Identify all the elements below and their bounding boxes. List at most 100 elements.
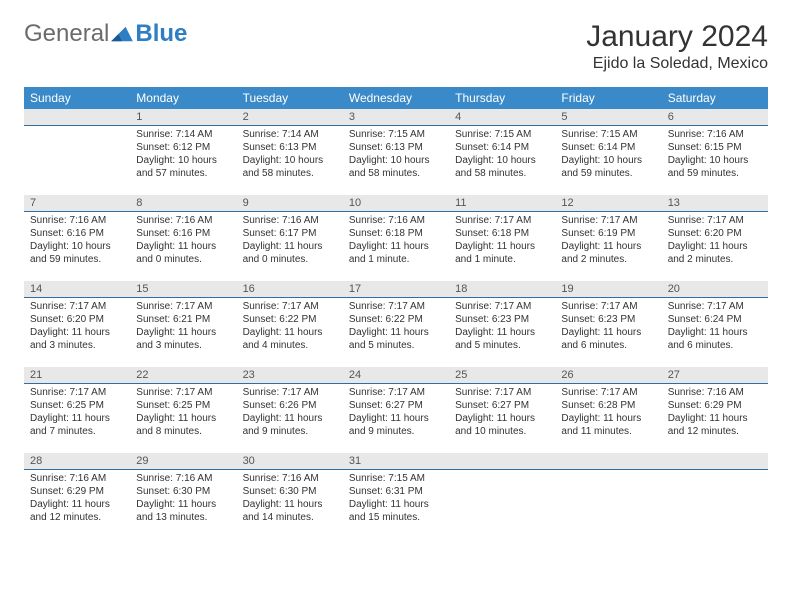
- day-content: Sunrise: 7:15 AMSunset: 6:13 PMDaylight:…: [343, 126, 449, 184]
- daylight-line: Daylight: 11 hours and 0 minutes.: [136, 240, 230, 266]
- daylight-line: Daylight: 10 hours and 58 minutes.: [455, 154, 549, 180]
- sunrise-line: Sunrise: 7:15 AM: [349, 128, 443, 141]
- daylight-line: Daylight: 10 hours and 59 minutes.: [30, 240, 124, 266]
- day-content: Sunrise: 7:17 AMSunset: 6:22 PMDaylight:…: [237, 298, 343, 356]
- sunset-line: Sunset: 6:23 PM: [455, 313, 549, 326]
- day-content: Sunrise: 7:16 AMSunset: 6:16 PMDaylight:…: [130, 212, 236, 270]
- calendar-day-cell: 18Sunrise: 7:17 AMSunset: 6:23 PMDayligh…: [449, 281, 555, 367]
- daylight-line: Daylight: 10 hours and 57 minutes.: [136, 154, 230, 180]
- calendar-day-cell: 19 Sunrise: 7:17 AMSunset: 6:23 PMDayligh…: [555, 281, 661, 367]
- daylight-line: Daylight: 10 hours and 59 minutes.: [668, 154, 762, 180]
- sunset-line: Sunset: 6:30 PM: [136, 485, 230, 498]
- sunrise-line: Sunrise: 7:16 AM: [349, 214, 443, 227]
- weekday-header: Thursday: [449, 87, 555, 109]
- day-content: Sunrise: 7:14 AMSunset: 6:13 PMDaylight:…: [237, 126, 343, 184]
- calendar-day-cell: 20Sunrise: 7:17 AMSunset: 6:24 PMDayligh…: [662, 281, 768, 367]
- day-content: Sunrise: 7:17 AMSunset: 6:20 PMDaylight:…: [662, 212, 768, 270]
- day-number-bar: 21: [24, 367, 130, 384]
- sunrise-line: Sunrise: 7:17 AM: [30, 386, 124, 399]
- day-content: [555, 470, 661, 530]
- day-number-bar: 12: [555, 195, 661, 212]
- daylight-line: Daylight: 11 hours and 6 minutes.: [561, 326, 655, 352]
- day-number-bar: [555, 453, 661, 470]
- daylight-line: Daylight: 10 hours and 58 minutes.: [349, 154, 443, 180]
- day-content: Sunrise: 7:15 AMSunset: 6:14 PMDaylight:…: [449, 126, 555, 184]
- calendar-day-cell: 5Sunrise: 7:15 AMSunset: 6:14 PMDaylight…: [555, 109, 661, 195]
- day-number-bar: [449, 453, 555, 470]
- sunset-line: Sunset: 6:13 PM: [349, 141, 443, 154]
- day-content: Sunrise: 7:17 AMSunset: 6:19 PMDaylight:…: [555, 212, 661, 270]
- day-number-bar: 27: [662, 367, 768, 384]
- day-content: Sunrise: 7:17 AMSunset: 6:27 PMDaylight:…: [449, 384, 555, 442]
- sunrise-line: Sunrise: 7:17 AM: [349, 386, 443, 399]
- daylight-line: Daylight: 11 hours and 9 minutes.: [349, 412, 443, 438]
- calendar-thead: SundayMondayTuesdayWednesdayThursdayFrid…: [24, 87, 768, 109]
- sunset-line: Sunset: 6:25 PM: [30, 399, 124, 412]
- calendar-table: SundayMondayTuesdayWednesdayThursdayFrid…: [24, 87, 768, 539]
- day-number-bar: 29: [130, 453, 236, 470]
- day-content: Sunrise: 7:16 AMSunset: 6:29 PMDaylight:…: [24, 470, 130, 528]
- daylight-line: Daylight: 10 hours and 58 minutes.: [243, 154, 337, 180]
- sunset-line: Sunset: 6:13 PM: [243, 141, 337, 154]
- day-number-bar: 3: [343, 109, 449, 126]
- daylight-line: Daylight: 11 hours and 11 minutes.: [561, 412, 655, 438]
- sunset-line: Sunset: 6:29 PM: [30, 485, 124, 498]
- page-header: General Blue January 2024 Ejido la Soled…: [24, 20, 768, 73]
- calendar-empty-cell: [555, 453, 661, 539]
- sunset-line: Sunset: 6:26 PM: [243, 399, 337, 412]
- sunset-line: Sunset: 6:12 PM: [136, 141, 230, 154]
- day-number-bar: 10: [343, 195, 449, 212]
- sunrise-line: Sunrise: 7:17 AM: [561, 300, 655, 313]
- day-content: Sunrise: 7:17 AMSunset: 6:26 PMDaylight:…: [237, 384, 343, 442]
- calendar-day-cell: 23Sunrise: 7:17 AMSunset: 6:26 PMDayligh…: [237, 367, 343, 453]
- daylight-line: Daylight: 11 hours and 3 minutes.: [136, 326, 230, 352]
- day-number-bar: [662, 453, 768, 470]
- day-number-bar: 19: [555, 281, 661, 298]
- calendar-row: 14Sunrise: 7:17 AMSunset: 6:20 PMDayligh…: [24, 281, 768, 367]
- daylight-line: Daylight: 11 hours and 7 minutes.: [30, 412, 124, 438]
- day-number-bar: 4: [449, 109, 555, 126]
- sunrise-line: Sunrise: 7:17 AM: [243, 386, 337, 399]
- sunset-line: Sunset: 6:23 PM: [561, 313, 655, 326]
- day-content: [662, 470, 768, 530]
- sunset-line: Sunset: 6:31 PM: [349, 485, 443, 498]
- sunset-line: Sunset: 6:22 PM: [243, 313, 337, 326]
- day-number-bar: 23: [237, 367, 343, 384]
- daylight-line: Daylight: 11 hours and 8 minutes.: [136, 412, 230, 438]
- sunrise-line: Sunrise: 7:17 AM: [668, 214, 762, 227]
- sunrise-line: Sunrise: 7:17 AM: [30, 300, 124, 313]
- day-number-bar: 15: [130, 281, 236, 298]
- weekday-header: Tuesday: [237, 87, 343, 109]
- day-number-bar: [24, 109, 130, 126]
- day-content: Sunrise: 7:15 AMSunset: 6:31 PMDaylight:…: [343, 470, 449, 528]
- sunset-line: Sunset: 6:20 PM: [30, 313, 124, 326]
- day-number-bar: 9: [237, 195, 343, 212]
- sunset-line: Sunset: 6:27 PM: [455, 399, 549, 412]
- calendar-day-cell: 3Sunrise: 7:15 AMSunset: 6:13 PMDaylight…: [343, 109, 449, 195]
- weekday-header: Saturday: [662, 87, 768, 109]
- calendar-day-cell: 30Sunrise: 7:16 AMSunset: 6:30 PMDayligh…: [237, 453, 343, 539]
- day-content: Sunrise: 7:17 AMSunset: 6:20 PMDaylight:…: [24, 298, 130, 356]
- calendar-row: 28Sunrise: 7:16 AMSunset: 6:29 PMDayligh…: [24, 453, 768, 539]
- day-content: Sunrise: 7:16 AMSunset: 6:17 PMDaylight:…: [237, 212, 343, 270]
- day-content: Sunrise: 7:15 AMSunset: 6:14 PMDaylight:…: [555, 126, 661, 184]
- day-number-bar: 22: [130, 367, 236, 384]
- day-number-bar: 6: [662, 109, 768, 126]
- sunrise-line: Sunrise: 7:17 AM: [243, 300, 337, 313]
- weekday-header: Monday: [130, 87, 236, 109]
- calendar-day-cell: 26Sunrise: 7:17 AMSunset: 6:28 PMDayligh…: [555, 367, 661, 453]
- calendar-day-cell: 14Sunrise: 7:17 AMSunset: 6:20 PMDayligh…: [24, 281, 130, 367]
- month-title: January 2024: [586, 20, 768, 54]
- day-number-bar: 5: [555, 109, 661, 126]
- day-number-bar: 13: [662, 195, 768, 212]
- daylight-line: Daylight: 11 hours and 1 minute.: [349, 240, 443, 266]
- calendar-day-cell: 24Sunrise: 7:17 AMSunset: 6:27 PMDayligh…: [343, 367, 449, 453]
- calendar-day-cell: 9Sunrise: 7:16 AMSunset: 6:17 PMDaylight…: [237, 195, 343, 281]
- sunrise-line: Sunrise: 7:16 AM: [243, 214, 337, 227]
- day-number-bar: 2: [237, 109, 343, 126]
- calendar-empty-cell: [449, 453, 555, 539]
- weekday-header: Wednesday: [343, 87, 449, 109]
- sunrise-line: Sunrise: 7:17 AM: [455, 386, 549, 399]
- location-text: Ejido la Soledad, Mexico: [586, 55, 768, 73]
- day-number-bar: 14: [24, 281, 130, 298]
